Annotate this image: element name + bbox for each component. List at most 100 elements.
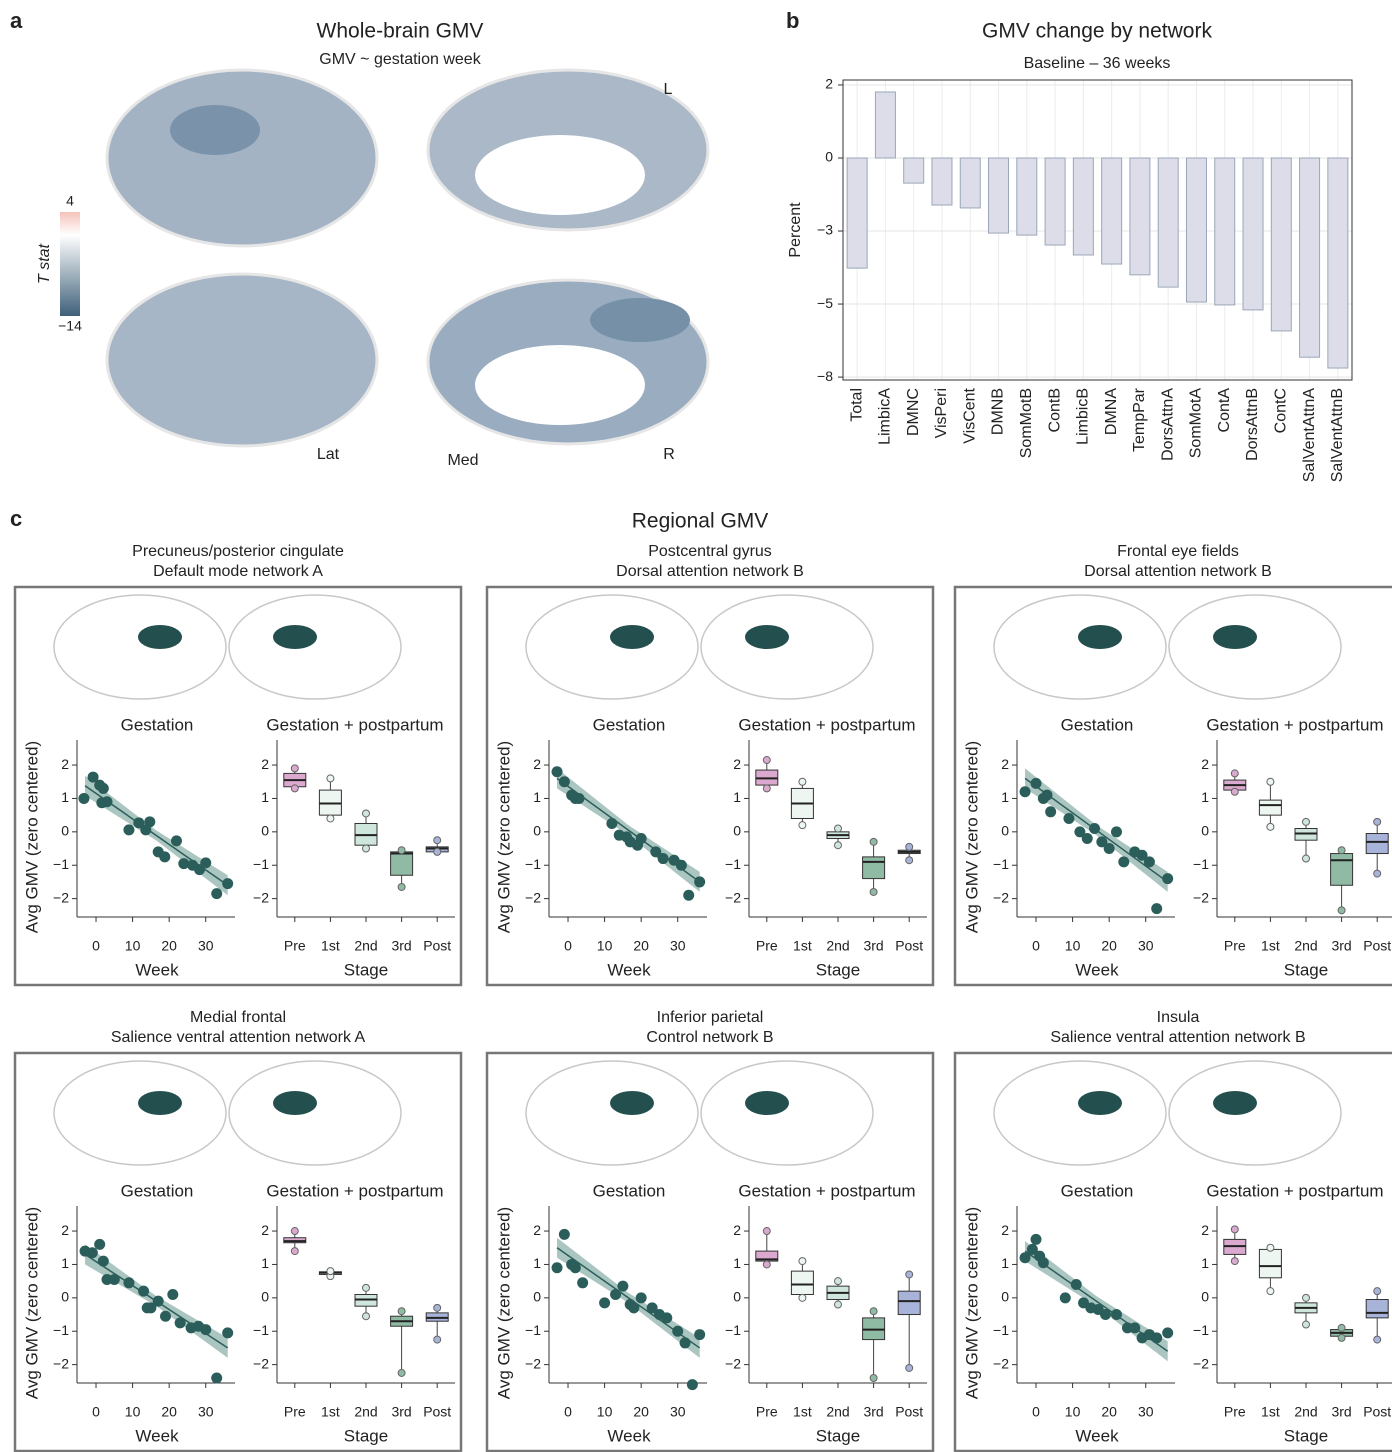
box — [897, 1290, 921, 1316]
x-tick-label: TempPar — [1131, 387, 1148, 452]
bar — [1270, 157, 1292, 332]
panel-letter: b — [786, 8, 799, 33]
x-tick-label: ContB — [1046, 388, 1063, 432]
box-point — [762, 1227, 771, 1236]
panel-title: Gestation + postpartum — [738, 715, 915, 734]
data-point — [178, 858, 190, 870]
x-tick-label: 30 — [1138, 938, 1154, 954]
brain-outline — [53, 1060, 227, 1166]
y-axis-label: Avg GMV (zero centered) — [962, 1207, 981, 1399]
data-point — [222, 878, 234, 890]
box-point — [905, 842, 914, 851]
data-point — [167, 1289, 179, 1300]
box-point — [798, 1257, 807, 1266]
x-tick-label: 1st — [793, 1404, 812, 1420]
x-tick-label: 0 — [564, 1404, 572, 1420]
data-point — [606, 817, 618, 829]
panel-title: Gestation — [593, 1181, 666, 1200]
plot-frame — [842, 79, 1353, 381]
y-tick-label: 1 — [261, 789, 269, 805]
box-point — [1302, 1320, 1310, 1329]
x-tick-label: 30 — [1138, 1404, 1154, 1420]
x-tick-label: DMNC — [905, 388, 922, 436]
box-point — [1266, 822, 1275, 831]
x-tick-label: 1st — [793, 938, 812, 954]
x-tick-label: 30 — [670, 938, 686, 954]
box-point — [290, 1227, 299, 1236]
bar — [988, 157, 1010, 234]
x-tick-label: 20 — [1101, 938, 1117, 954]
box-point — [433, 836, 442, 845]
data-point — [1070, 1278, 1082, 1290]
data-point — [610, 1289, 622, 1300]
y-tick-label: 0 — [1201, 823, 1209, 839]
box — [1258, 799, 1282, 816]
data-point — [1151, 903, 1163, 915]
data-point — [635, 1292, 647, 1304]
y-tick-label: −1 — [1193, 856, 1209, 872]
x-tick-label: 30 — [198, 1404, 214, 1420]
panel-title: Gestation — [121, 715, 194, 734]
data-point — [686, 1379, 698, 1391]
x-tick-label: 20 — [633, 1404, 649, 1420]
view-label: R — [663, 446, 675, 463]
y-tick-label: −2 — [1193, 889, 1209, 905]
brain-outline — [1168, 594, 1342, 700]
data-point — [101, 796, 113, 808]
box-point — [1266, 1287, 1275, 1296]
data-point — [599, 1297, 611, 1309]
x-tick-label: 0 — [1032, 1404, 1040, 1420]
bar — [1299, 157, 1321, 358]
box-point — [362, 809, 370, 818]
brain-outline — [525, 594, 699, 700]
y-tick-label: −1 — [53, 856, 69, 872]
box-point — [362, 1312, 370, 1321]
data-point — [97, 1255, 109, 1267]
box — [1365, 833, 1389, 855]
panel-title: Gestation — [1061, 715, 1134, 734]
data-point — [152, 1295, 164, 1307]
box-point — [1337, 906, 1346, 915]
data-point — [211, 888, 223, 900]
box-point — [798, 777, 807, 786]
x-tick-label: 2nd — [354, 938, 377, 954]
bar — [1044, 157, 1066, 246]
box-point — [1266, 777, 1275, 786]
box-point — [397, 846, 406, 855]
x-tick-label: Pre — [756, 1404, 778, 1420]
x-tick-label: ContA — [1216, 388, 1233, 433]
data-point — [1103, 843, 1115, 855]
brain-region — [745, 1091, 789, 1115]
data-point — [123, 1277, 135, 1289]
brain-outline — [700, 1060, 874, 1166]
y-tick-label: 0 — [1001, 1289, 1009, 1305]
box-point — [762, 1260, 771, 1269]
y-tick-label: −2 — [53, 889, 69, 905]
y-tick-label: −1 — [993, 1322, 1009, 1338]
box-point — [834, 1300, 842, 1309]
y-tick-label: −2 — [253, 889, 269, 905]
y-tick-label: −2 — [725, 1355, 741, 1371]
brain-region — [138, 1091, 182, 1115]
y-tick-label: 0 — [1001, 823, 1009, 839]
x-tick-label: 10 — [597, 938, 613, 954]
x-tick-label: Total — [848, 388, 865, 422]
data-point — [657, 853, 669, 865]
x-tick-label: 2nd — [826, 938, 849, 954]
data-point — [145, 1302, 157, 1314]
x-tick-label: Post — [895, 938, 923, 954]
box-point — [397, 1368, 406, 1377]
brain-region — [138, 625, 182, 649]
region-subtitle: Salience ventral attention network B — [1050, 1029, 1305, 1046]
box-point — [798, 1293, 807, 1302]
y-tick-label: 2 — [261, 1222, 269, 1238]
data-point — [159, 851, 171, 863]
x-tick-label: Post — [895, 1404, 923, 1420]
data-point — [617, 1280, 629, 1292]
y-axis-label: Avg GMV (zero centered) — [494, 741, 513, 933]
y-tick-label: 1 — [261, 1255, 269, 1271]
y-tick-label: −1 — [993, 856, 1009, 872]
box-point — [1373, 1335, 1382, 1344]
brain-outline — [993, 594, 1167, 700]
panel-subtitle: GMV ~ gestation week — [319, 51, 481, 68]
